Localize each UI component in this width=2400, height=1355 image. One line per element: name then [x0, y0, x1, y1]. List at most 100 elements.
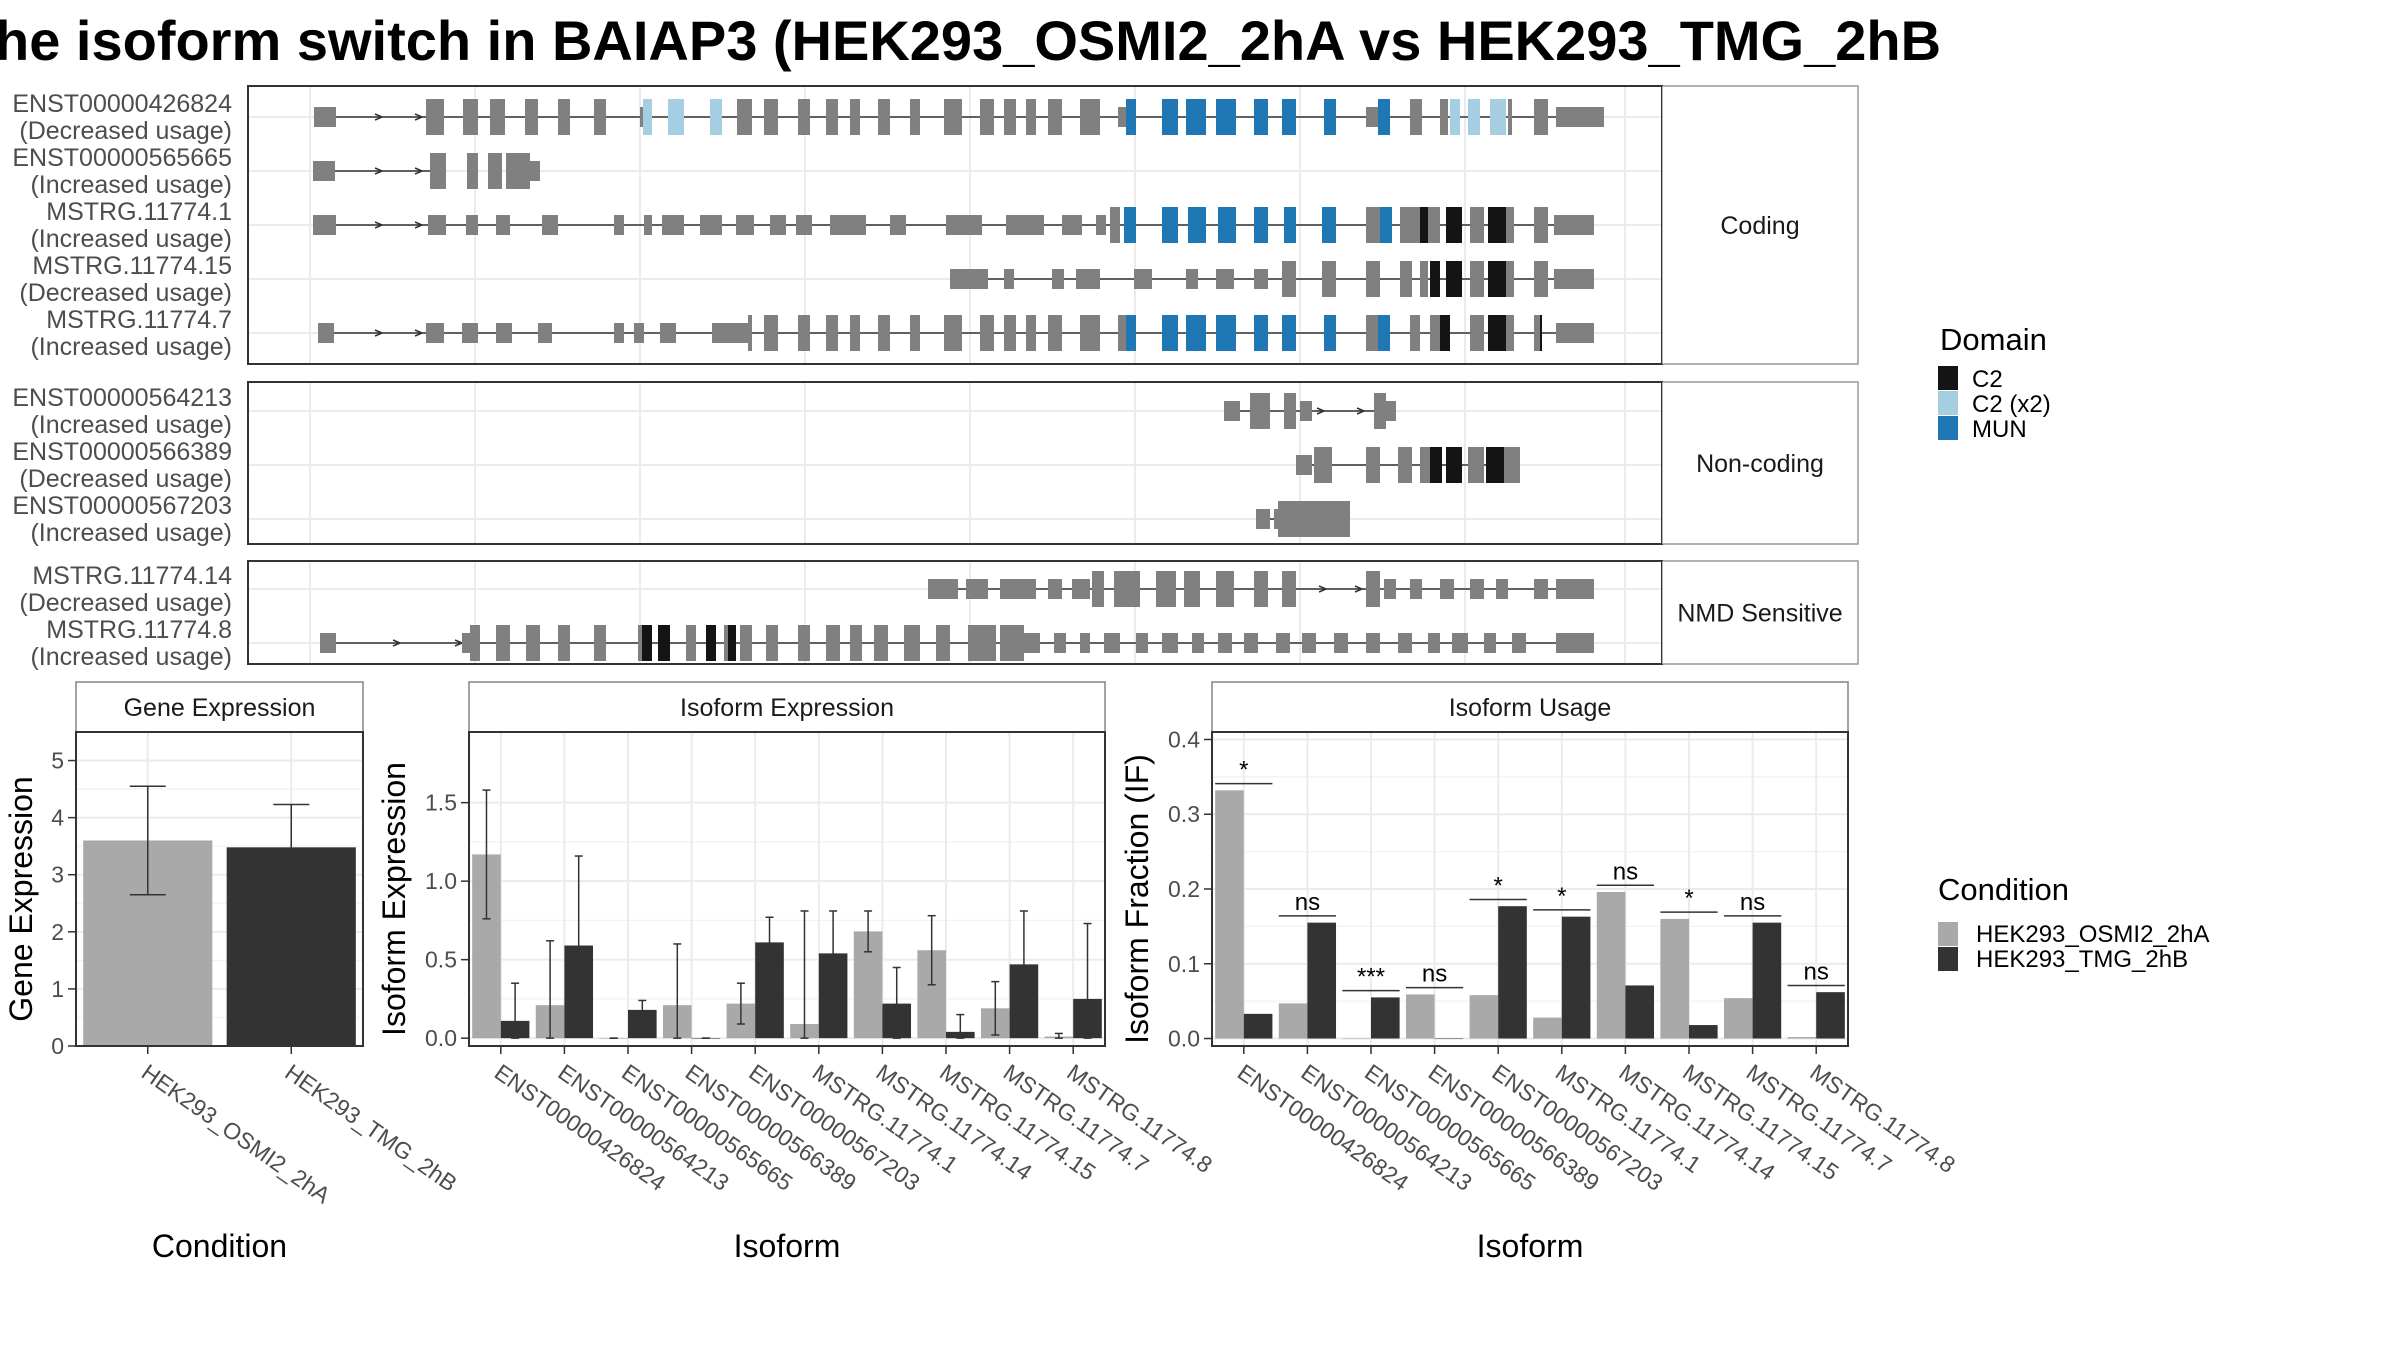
transcript-usage-label: (Decreased usage)	[19, 279, 232, 307]
exon	[668, 99, 684, 135]
exon	[558, 625, 570, 661]
bar	[1723, 998, 1753, 1039]
panel-strip-label: Coding	[1720, 212, 1799, 240]
exon	[826, 315, 838, 351]
exon	[944, 99, 962, 135]
legend-key-cond2	[1938, 947, 1958, 971]
exon	[1300, 401, 1312, 421]
significance-label: *	[1557, 883, 1566, 910]
bar	[1434, 1038, 1464, 1040]
panel-strip-label: Non-coding	[1696, 450, 1824, 478]
exon	[1096, 215, 1106, 235]
exon	[712, 323, 748, 343]
exon	[314, 107, 336, 127]
exon	[1004, 269, 1014, 289]
exon	[878, 315, 890, 351]
exon	[1186, 99, 1206, 135]
exon	[1000, 579, 1036, 599]
plot-frame	[468, 731, 1106, 1047]
exon	[1254, 207, 1268, 243]
exon	[1274, 509, 1282, 529]
exon	[1186, 315, 1206, 351]
direction-arrow	[1354, 585, 1364, 593]
exon	[1256, 509, 1270, 529]
exon	[1296, 455, 1312, 475]
panel-strip	[1661, 560, 1859, 665]
exon	[490, 99, 505, 135]
exon	[1104, 633, 1120, 653]
exon	[1192, 633, 1204, 653]
legend-key-mun	[1938, 416, 1958, 440]
exon	[1366, 633, 1380, 653]
transcript-usage-label: (Increased usage)	[30, 333, 232, 361]
exon	[1470, 579, 1484, 599]
exon	[724, 625, 730, 661]
significance-label: ns	[1422, 961, 1447, 988]
exon	[1410, 579, 1422, 599]
chart-title: Isoform Usage	[1449, 694, 1612, 722]
chart-title: Gene Expression	[124, 694, 316, 722]
transcript-id-label: ENST00000426824	[12, 90, 232, 118]
exon	[1374, 393, 1386, 429]
y-tick-label: 0.4	[1168, 726, 1200, 752]
exon	[1508, 99, 1512, 135]
transcript-id-label: MSTRG.11774.7	[46, 306, 232, 334]
transcript-track: MSTRG.11774.15(Decreased usage)	[19, 252, 1661, 307]
exon	[638, 625, 642, 661]
exon	[798, 99, 810, 135]
exon	[1446, 261, 1462, 297]
exon	[1470, 207, 1484, 243]
exon	[1386, 401, 1396, 421]
transcript-id-label: MSTRG.11774.14	[32, 562, 232, 590]
exon	[1430, 261, 1440, 297]
transcript-usage-label: (Increased usage)	[30, 411, 232, 439]
exon	[1534, 207, 1548, 243]
exon	[764, 99, 778, 135]
transcript-id-label: MSTRG.11774.8	[46, 616, 232, 644]
exon	[686, 625, 696, 661]
exon	[1136, 633, 1148, 653]
exon	[1224, 401, 1240, 421]
exon	[798, 625, 810, 661]
exon	[1110, 207, 1120, 243]
exon	[1470, 261, 1484, 297]
exon	[1556, 579, 1594, 599]
transcript-track: ENST00000426824(Decreased usage)	[12, 90, 1661, 145]
exon	[470, 625, 480, 661]
significance-label: *	[1494, 872, 1503, 899]
bar	[1405, 994, 1435, 1039]
legend-key-c2	[1938, 366, 1958, 390]
bar	[1307, 922, 1337, 1039]
bar	[1689, 1025, 1718, 1039]
direction-arrow	[1318, 585, 1328, 593]
transcript-track: MSTRG.11774.1(Increased usage)	[30, 198, 1661, 253]
panel-strip-label: NMD Sensitive	[1677, 600, 1842, 628]
exon	[1216, 315, 1236, 351]
legend-label-cond1: HEK293_OSMI2_2hA	[1976, 921, 2209, 948]
exon	[1080, 315, 1100, 351]
direction-arrow	[414, 329, 424, 337]
exon	[496, 625, 510, 661]
exon	[736, 215, 754, 235]
transcript-track: ENST00000567203(Increased usage)	[12, 492, 1661, 547]
exon	[1496, 579, 1508, 599]
exon	[1092, 571, 1104, 607]
exon	[1366, 315, 1380, 351]
bar	[1596, 891, 1626, 1039]
exon	[1026, 315, 1036, 351]
exon	[1282, 315, 1296, 351]
exon	[1428, 207, 1440, 243]
exon	[1000, 625, 1010, 661]
exon	[426, 323, 444, 343]
exon	[1250, 393, 1270, 429]
plot-frame	[75, 731, 364, 1047]
panel-strip	[1661, 381, 1859, 545]
exon	[796, 215, 812, 235]
exon	[1024, 633, 1040, 653]
bar	[1816, 992, 1845, 1039]
exon	[313, 215, 336, 235]
expression-bar-charts: Gene Expression012345HEK293_OSMI2_2hAHEK…	[3, 681, 1960, 1264]
exon	[1490, 99, 1506, 135]
